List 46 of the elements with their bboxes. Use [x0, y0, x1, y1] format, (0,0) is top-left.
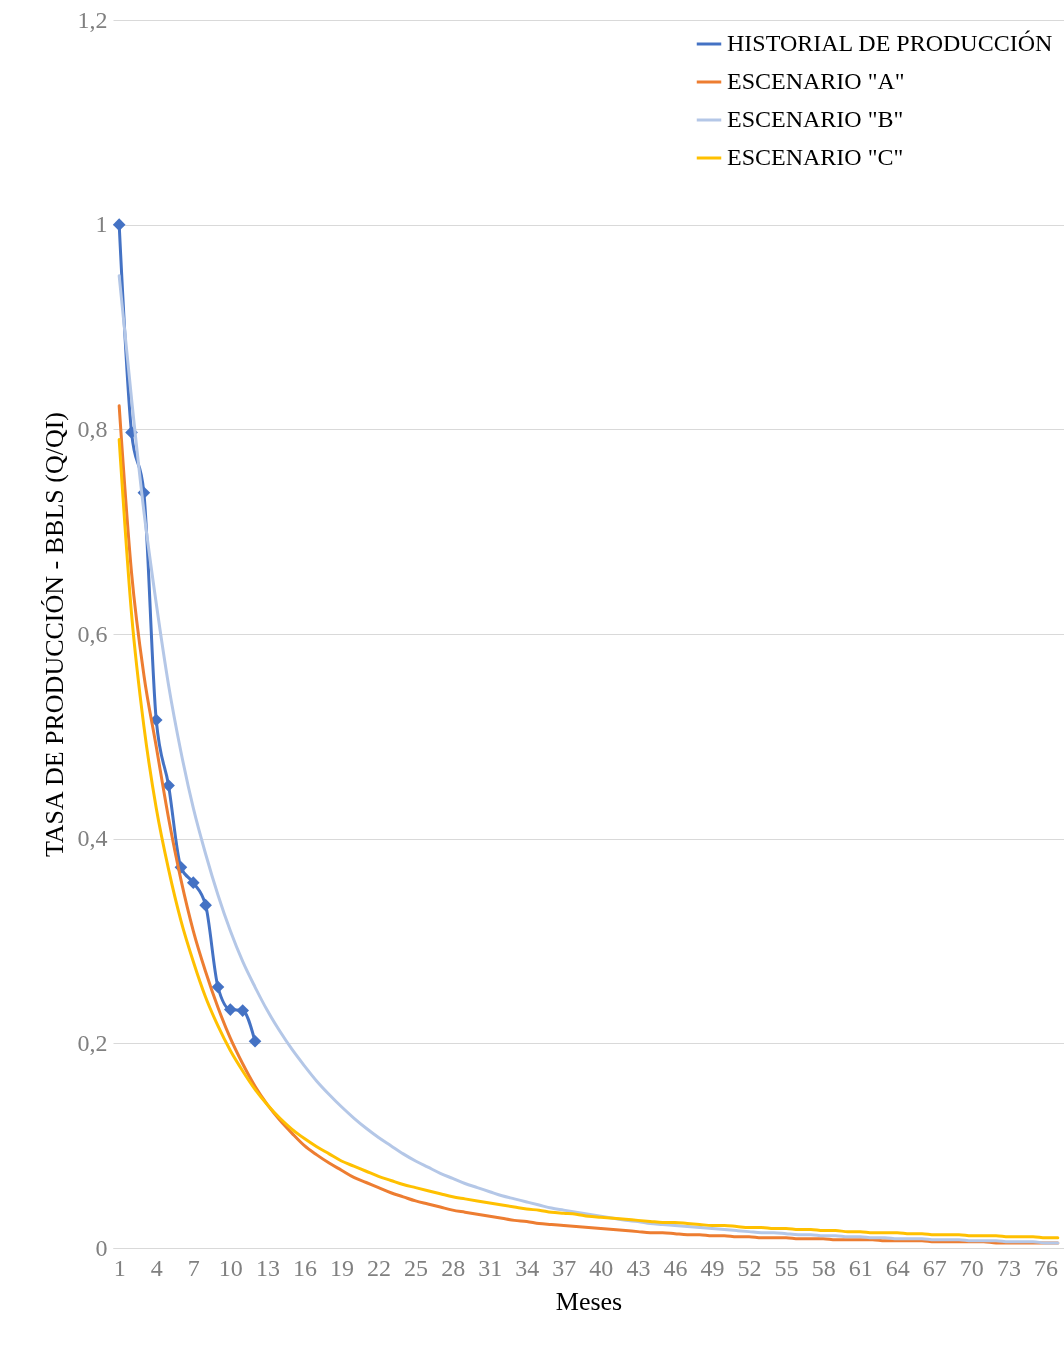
x-tick-label: 64 — [885, 1254, 910, 1281]
point — [199, 898, 212, 912]
x-tick-label: 49 — [700, 1254, 725, 1281]
x-tick-label: 19 — [329, 1254, 354, 1281]
x-tick-label: 55 — [774, 1254, 799, 1281]
x-tick-label: 22 — [367, 1254, 392, 1281]
x-tick-label: 37 — [552, 1254, 577, 1281]
x-tick-label: 25 — [404, 1254, 429, 1281]
y-tick-label: 0,2 — [77, 1029, 108, 1056]
y-tick-label: 0,6 — [77, 620, 108, 647]
x-tick-label: 76 — [1033, 1254, 1058, 1281]
x-tick-label: 61 — [848, 1254, 873, 1281]
x-tick-label: 1 — [113, 1254, 126, 1281]
y-axis-title: TASA DE PRODUCCIÓN - BBLS (Q/QI) — [39, 412, 69, 857]
x-axis-title: Meses — [555, 1286, 623, 1316]
x-tick-label: 13 — [255, 1254, 280, 1281]
point — [211, 980, 225, 994]
x-tick-label: 40 — [589, 1254, 614, 1281]
point — [112, 218, 126, 231]
legend-label: ESCENARIO "B" — [727, 106, 904, 132]
x-tick-label: 16 — [292, 1254, 317, 1281]
x-tick-label: 34 — [515, 1254, 540, 1281]
x-tick-label: 10 — [218, 1254, 243, 1281]
x-tick-label: 73 — [996, 1254, 1021, 1281]
y-tick-label: 0,4 — [77, 825, 108, 852]
x-tick-label: 67 — [922, 1254, 947, 1281]
y-tick-label: 1,2 — [77, 6, 108, 33]
point — [224, 1003, 237, 1016]
x-tick-label: 43 — [626, 1254, 651, 1281]
y-tick-label: 1 — [95, 211, 108, 238]
x-tick-label: 46 — [663, 1254, 688, 1281]
legend-label: ESCENARIO "C" — [727, 144, 904, 170]
x-tick-label: 58 — [811, 1254, 836, 1281]
legend-label: ESCENARIO "A" — [727, 68, 905, 94]
y-tick-label: 0 — [95, 1234, 108, 1261]
point — [186, 876, 200, 889]
x-tick-label: 70 — [959, 1254, 984, 1281]
point — [236, 1004, 250, 1017]
y-tick-label: 0,8 — [77, 415, 108, 442]
x-tick-label: 52 — [737, 1254, 762, 1281]
x-tick-label: 31 — [478, 1254, 503, 1281]
point — [248, 1034, 262, 1048]
x-tick-label: 7 — [187, 1254, 200, 1281]
legend-label: HISTORIAL DE PRODUCCIÓN — [727, 30, 1053, 56]
x-tick-label: 28 — [441, 1254, 466, 1281]
x-tick-label: 4 — [150, 1254, 163, 1281]
